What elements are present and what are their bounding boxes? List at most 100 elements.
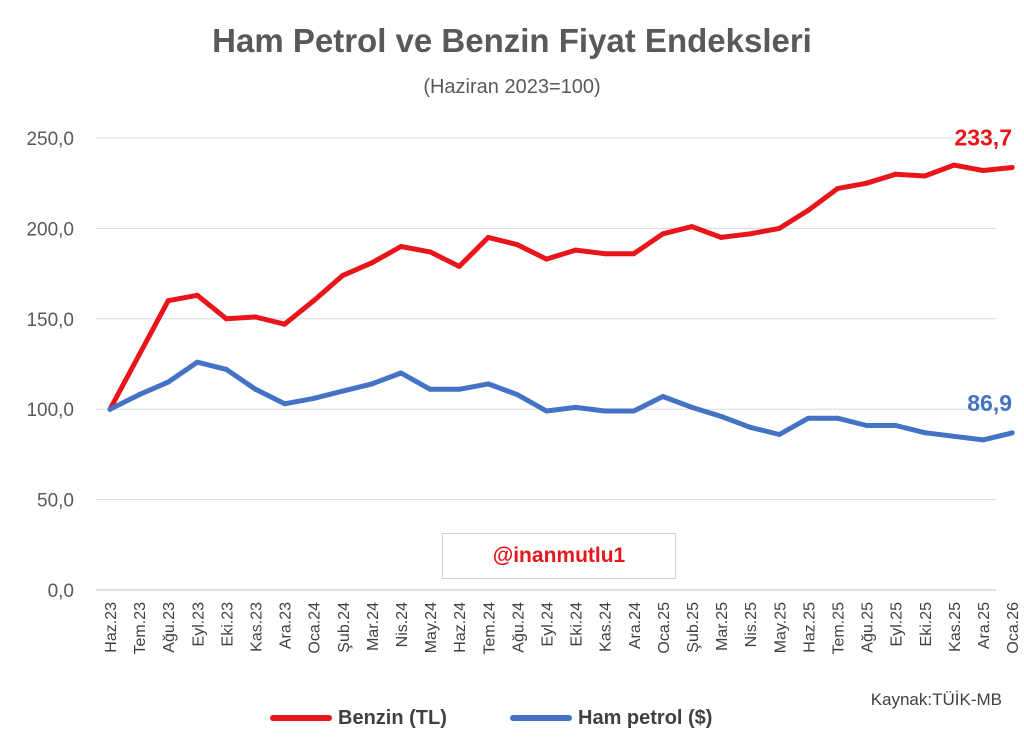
x-tick-label: Mar.25 [714,602,731,651]
x-tick-label: Haz.23 [103,602,120,653]
data-point [311,298,317,304]
data-point [689,224,695,230]
data-point [165,379,171,385]
x-tick-label: Tem.24 [481,602,498,655]
data-point [398,243,404,249]
data-point [1009,164,1015,170]
data-point [253,314,258,320]
data-point [835,415,840,421]
x-axis-ticks: Haz.23 Tem.23 Ağu.23 Eyl.23 Eki.23 Kas.23 Ara.… [103,602,1022,655]
data-point [689,404,695,410]
y-tick-label: 250,0 [26,129,74,150]
data-point [1009,430,1015,436]
data-point [456,386,462,392]
data-point [514,392,520,398]
data-point [776,432,782,438]
x-tick-label: Oca.26 [1005,602,1022,654]
legend-label-ham-petrol: Ham petrol ($) [578,706,713,729]
x-tick-label: May.24 [423,602,440,653]
data-point [485,381,491,387]
x-tick-label: Eyl.25 [889,602,906,647]
x-tick-label: Ağu.25 [860,602,877,653]
x-tick-label: Ağu.24 [510,602,527,653]
x-tick-label: Tem.25 [831,602,848,655]
data-point [427,249,433,255]
data-point [136,392,142,398]
data-point [747,231,753,237]
data-point [660,394,666,400]
data-point [660,231,666,237]
data-point [223,316,229,322]
data-point [369,260,375,266]
x-tick-label: Ara.23 [278,602,295,649]
data-point [544,408,549,414]
legend: Benzin (TL) Ham petrol ($) [0,704,1024,732]
series-line-1 [107,359,1015,443]
data-point [427,386,433,392]
data-point [456,263,462,269]
series-lines [107,162,1015,443]
data-point [864,180,870,186]
data-point [631,408,637,414]
data-point [631,251,637,257]
x-tick-label: Ara.25 [976,602,993,649]
data-point [311,395,317,401]
end-value-label: 233,7 [954,124,1012,150]
x-tick-label: Eyl.24 [540,602,557,647]
data-point [485,234,491,240]
x-tick-label: Oca.24 [307,602,324,654]
data-point [602,251,608,257]
data-point [747,424,753,430]
data-point [194,292,200,298]
legend-item-ham-petrol: Ham petrol ($) [510,704,712,732]
x-tick-label: Eki.23 [219,602,236,647]
data-point [223,366,229,372]
data-point [398,370,404,376]
x-tick-label: Şub.24 [336,602,353,653]
data-point [805,415,811,421]
data-point [718,413,724,419]
data-point [951,433,957,439]
data-point [136,352,142,358]
watermark-handle: @inanmutlu1 [442,533,676,579]
data-point [340,388,346,394]
x-tick-label: Eki.24 [569,602,586,647]
data-point [282,321,288,327]
data-point [369,381,375,387]
data-point [194,359,200,365]
end-labels: 233,7 86,9 [954,124,1012,415]
x-tick-label: Eki.25 [918,602,935,647]
x-tick-label: Nis.24 [394,602,411,647]
x-tick-label: Kas.23 [249,602,266,652]
data-point [165,298,171,304]
data-point [980,437,986,443]
x-tick-label: Kas.25 [947,602,964,652]
x-tick-label: Haz.24 [452,602,469,653]
x-tick-label: Şub.25 [685,602,702,653]
legend-item-benzin: Benzin (TL) [270,704,447,732]
legend-label-benzin: Benzin (TL) [338,706,447,729]
x-tick-label: Ağu.23 [161,602,178,653]
x-tick-label: Ara.24 [627,602,644,649]
data-point [922,430,928,436]
x-tick-label: Mar.24 [365,602,382,651]
x-tick-label: Tem.23 [132,602,149,655]
data-point [980,168,986,174]
y-tick-label: 0,0 [48,581,74,602]
data-point [107,406,113,412]
end-value-label: 86,9 [967,390,1012,416]
data-point [514,242,520,248]
legend-swatch-ham-petrol [510,715,572,721]
data-point [776,225,782,231]
data-point [805,207,811,213]
chart-subtitle: (Haziran 2023=100) [423,76,601,98]
data-point [922,173,928,179]
x-tick-label: Eyl.23 [190,602,207,647]
legend-swatch-benzin [270,715,332,721]
data-point [340,272,346,278]
y-tick-label: 50,0 [37,491,74,512]
x-tick-label: Nis.25 [743,602,760,647]
data-point [835,186,840,192]
data-point [951,162,957,168]
